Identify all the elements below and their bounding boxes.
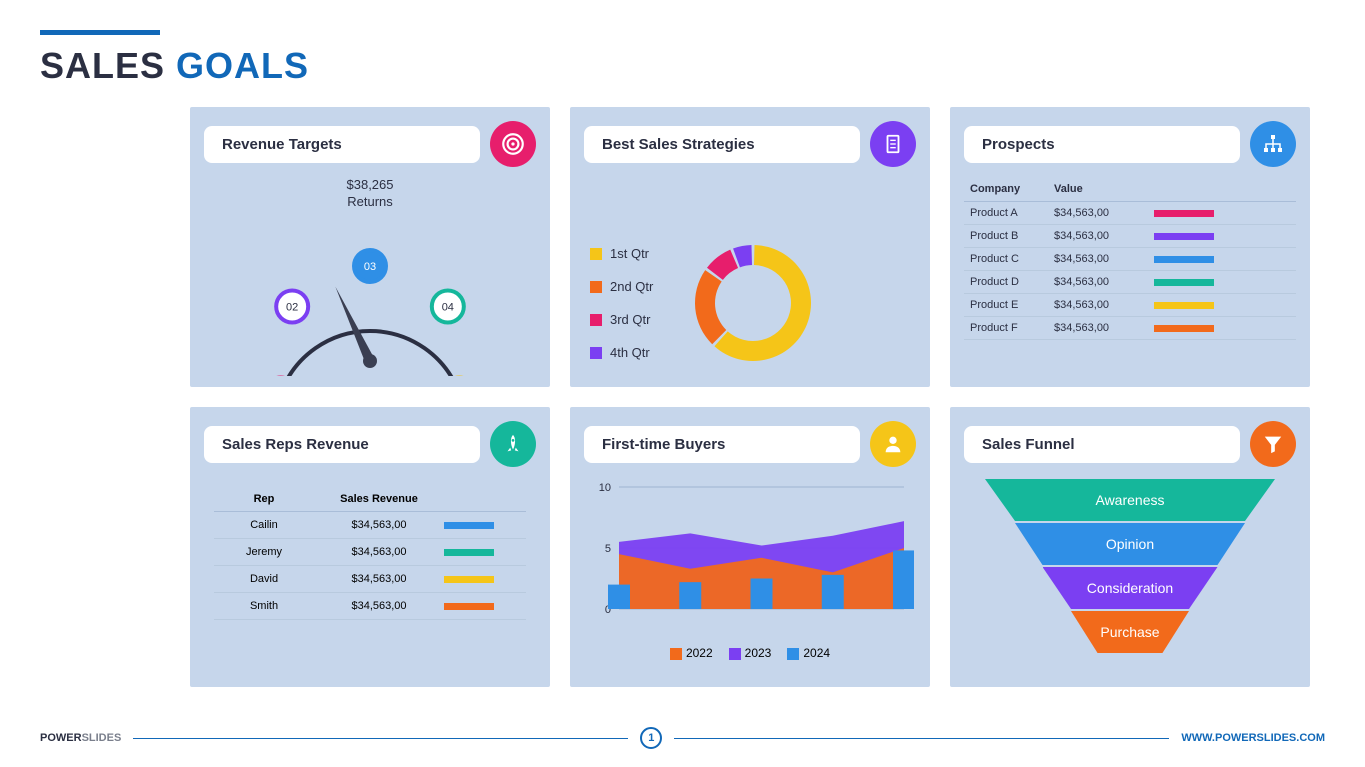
legend-item: 2022 — [670, 646, 713, 660]
title-part1: SALES — [40, 45, 176, 86]
accent-bar — [40, 30, 160, 35]
svg-text:10: 10 — [599, 482, 611, 494]
svg-text:5: 5 — [605, 543, 611, 555]
prospect-row: Product C$34,563,00 — [964, 248, 1296, 271]
page-title: SALES GOALS — [40, 45, 1325, 87]
reps-header: Rep Sales Revenue — [214, 487, 526, 512]
funnel-stages: AwarenessOpinionConsiderationPurchase — [964, 479, 1296, 655]
legend-item: 3rd Qtr — [590, 312, 653, 327]
card-title: Best Sales Strategies — [584, 126, 860, 163]
card-title: Prospects — [964, 126, 1240, 163]
rep-row: Jeremy$34,563,00 — [214, 539, 526, 566]
prospect-row: Product B$34,563,00 — [964, 225, 1296, 248]
title-part2: GOALS — [176, 45, 309, 86]
legend-item: 2023 — [729, 646, 772, 660]
card-strategies: Best Sales Strategies 1st Qtr 2nd Qtr 3rd … — [570, 107, 930, 387]
target-icon — [490, 121, 536, 167]
legend-item: 1st Qtr — [590, 246, 653, 261]
rep-row: Smith$34,563,00 — [214, 593, 526, 620]
prospect-row: Product A$34,563,00 — [964, 202, 1296, 225]
hierarchy-icon — [1250, 121, 1296, 167]
cards-grid: Revenue Targets $38,265 Returns 01020304… — [190, 107, 1310, 687]
card-buyers: First-time Buyers 0510 202220232024 — [570, 407, 930, 687]
prospect-row: Product D$34,563,00 — [964, 271, 1296, 294]
footer-line-right — [674, 738, 1169, 739]
footer-brand: POWERSLIDES — [40, 732, 121, 744]
footer: POWERSLIDES 1 WWW.POWERSLIDES.COM — [40, 727, 1325, 749]
funnel-stage: Purchase — [1071, 611, 1189, 653]
prospects-header: Company Value — [964, 177, 1296, 202]
col-company: Company — [964, 183, 1054, 195]
svg-text:03: 03 — [364, 261, 376, 273]
legend-item: 4th Qtr — [590, 345, 653, 360]
card-prospects: Prospects Company Value Product A$34,563… — [950, 107, 1310, 387]
prospect-row: Product E$34,563,00 — [964, 294, 1296, 317]
card-title: Revenue Targets — [204, 126, 480, 163]
rocket-icon — [490, 421, 536, 467]
gauge-value: $38,265 — [204, 177, 536, 194]
card-title: Sales Reps Revenue — [204, 426, 480, 463]
card-title: First-time Buyers — [584, 426, 860, 463]
legend-item: 2024 — [787, 646, 830, 660]
donut-legend: 1st Qtr 2nd Qtr 3rd Qtr 4th Qtr — [590, 246, 653, 360]
legend-item: 2nd Qtr — [590, 279, 653, 294]
gauge-chart: 0102030405 — [220, 211, 520, 376]
buyers-chart: 0510 — [584, 477, 914, 637]
donut-chart — [653, 223, 853, 383]
funnel-stage: Awareness — [985, 479, 1275, 521]
clipboard-icon — [870, 121, 916, 167]
funnel-icon — [1250, 421, 1296, 467]
svg-text:04: 04 — [442, 301, 454, 313]
person-icon — [870, 421, 916, 467]
rep-row: David$34,563,00 — [214, 566, 526, 593]
col-value: Value — [1054, 183, 1154, 195]
rep-row: Cailin$34,563,00 — [214, 512, 526, 539]
prospects-rows: Product A$34,563,00Product B$34,563,00Pr… — [964, 202, 1296, 340]
footer-line-left — [133, 738, 628, 739]
footer-url: WWW.POWERSLIDES.COM — [1181, 732, 1325, 744]
funnel-stage: Consideration — [1043, 567, 1218, 609]
card-funnel: Sales Funnel AwarenessOpinionConsiderati… — [950, 407, 1310, 687]
prospect-row: Product F$34,563,00 — [964, 317, 1296, 340]
card-reps: Sales Reps Revenue Rep Sales Revenue Cai… — [190, 407, 550, 687]
gauge-sub: Returns — [204, 194, 536, 211]
card-title: Sales Funnel — [964, 426, 1240, 463]
funnel-stage: Opinion — [1015, 523, 1245, 565]
col-rep: Rep — [214, 493, 314, 505]
card-revenue-targets: Revenue Targets $38,265 Returns 01020304… — [190, 107, 550, 387]
gauge-amount: $38,265 Returns — [204, 177, 536, 211]
col-revenue: Sales Revenue — [314, 493, 444, 505]
reps-rows: Cailin$34,563,00Jeremy$34,563,00David$34… — [214, 512, 526, 620]
page-number: 1 — [640, 727, 662, 749]
svg-text:02: 02 — [286, 301, 298, 313]
buyers-legend: 2022 2023 2024 — [584, 646, 916, 660]
